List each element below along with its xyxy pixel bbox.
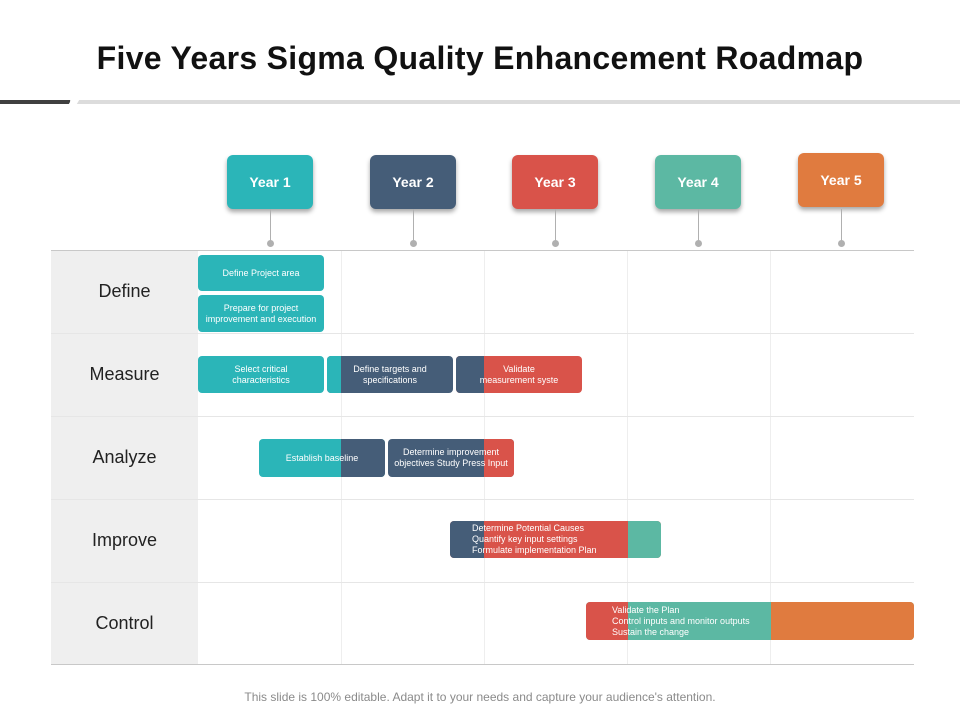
grid-row-line	[51, 416, 914, 417]
year-3-marker: Year 3	[512, 155, 598, 209]
task-segment	[771, 602, 914, 640]
task-label: Determine improvement objectives Study P…	[394, 447, 508, 468]
task-determine-improvement: Determine improvement objectives Study P…	[388, 439, 514, 477]
grid-row-line	[51, 582, 914, 583]
task-segment	[341, 439, 385, 477]
year-1-marker: Year 1	[227, 155, 313, 209]
task-segment	[450, 521, 484, 558]
grid-column-line	[627, 250, 628, 665]
grid-row-line	[51, 499, 914, 500]
year-5-stem	[841, 209, 842, 241]
year-4-dot	[695, 240, 702, 247]
task-label: Define targets and specifications	[353, 363, 427, 385]
task-label: Prepare for project improvement and exec…	[205, 302, 317, 324]
phase-improve: Improve	[51, 499, 198, 582]
year-4-stem	[698, 209, 699, 241]
year-1-dot	[267, 240, 274, 247]
task-define-targets: Define targets and specifications	[327, 356, 453, 393]
task-determine-potential-causes: Determine Potential Causes Quantify key …	[450, 521, 661, 558]
phase-define: Define	[51, 250, 198, 333]
task-validate-measurement: Validate measurement syste	[456, 356, 582, 393]
year-4-marker: Year 4	[655, 155, 741, 209]
page-title: Five Years Sigma Quality Enhancement Roa…	[96, 40, 864, 76]
year-2-dot	[410, 240, 417, 247]
grid-row-line	[51, 333, 914, 334]
grid-column-line	[770, 250, 771, 665]
grid-row-line	[51, 250, 914, 251]
task-segment	[327, 356, 341, 393]
phase-measure: Measure	[51, 333, 198, 416]
phase-control: Control	[51, 582, 198, 665]
year-3-dot	[552, 240, 559, 247]
task-label: Determine Potential Causes Quantify key …	[472, 523, 597, 555]
task-segment	[456, 356, 484, 393]
task-label: Select critical characteristics	[232, 363, 290, 385]
roadmap-grid: Define Measure Analyze Improve Control	[51, 250, 914, 665]
task-prepare-for-project: Prepare for project improvement and exec…	[198, 295, 324, 332]
task-label: Establish baseline	[285, 452, 359, 463]
task-label: Validate the Plan Control inputs and mon…	[612, 604, 750, 637]
grid-row-line	[51, 664, 914, 665]
task-establish-baseline: Establish baseline	[259, 439, 385, 477]
title-divider-accent	[0, 100, 70, 104]
task-validate-the-plan: Validate the Plan Control inputs and mon…	[586, 602, 914, 640]
task-segment	[484, 439, 514, 477]
task-define-project-area: Define Project area	[198, 255, 324, 291]
title-divider	[0, 100, 960, 104]
task-select-critical-characteristics: Select critical characteristics	[198, 356, 324, 393]
year-5-dot	[838, 240, 845, 247]
year-2-stem	[413, 209, 414, 241]
task-label: Validate measurement syste	[479, 363, 559, 385]
year-5-marker: Year 5	[798, 153, 884, 207]
year-1-stem	[270, 209, 271, 241]
phase-analyze: Analyze	[51, 416, 198, 499]
year-2-marker: Year 2	[370, 155, 456, 209]
footer-note: This slide is 100% editable. Adapt it to…	[244, 690, 716, 704]
task-label: Define Project area	[222, 267, 300, 278]
task-segment	[628, 521, 661, 558]
task-segment	[586, 602, 628, 640]
year-3-stem	[555, 209, 556, 241]
